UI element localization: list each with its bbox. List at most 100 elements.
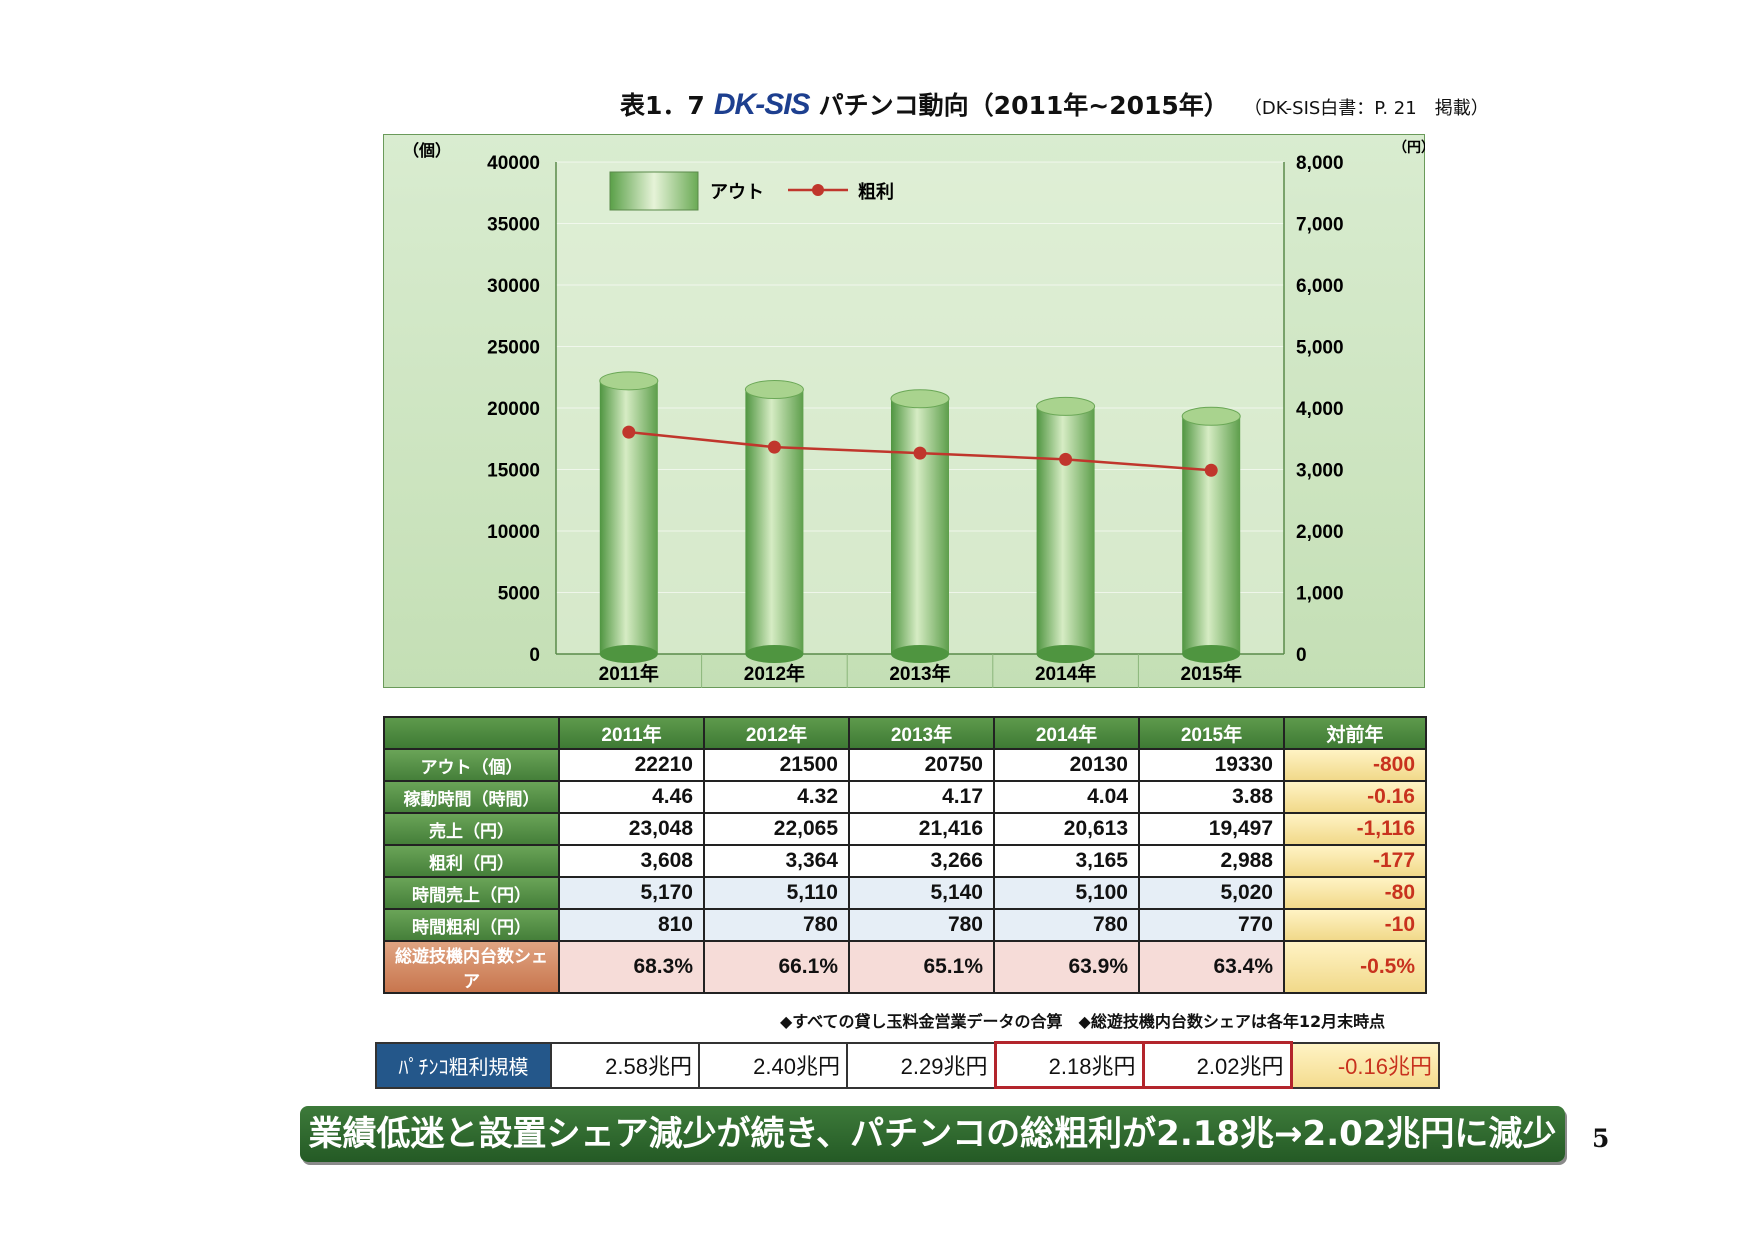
table-cell: 810: [558, 908, 705, 942]
x-tick-label: 2011年: [599, 662, 659, 685]
table-header: 2015年: [1138, 716, 1285, 750]
y-right-tick-label: 0: [1296, 645, 1307, 666]
y-left-tick-label: 20000: [487, 399, 540, 420]
y-right-tick-label: 7,000: [1296, 215, 1344, 236]
table-cell: 5,110: [703, 876, 850, 910]
bar-base: [891, 645, 949, 663]
table-footnote: ◆すべての貸し玉料金営業データの合算 ◆総遊技機内台数シェアは各年12月末時点: [780, 1012, 1386, 1031]
table-cell: 770: [1138, 908, 1285, 942]
summary-banner: 業績低迷と設置シェア減少が続き、パチンコの総粗利が2.18兆→2.02兆円に減少: [300, 1106, 1565, 1162]
table-row: 稼動時間（時間） 4.46 4.32 4.17 4.04 3.88 -0.16: [383, 780, 1427, 814]
scale-cell-highlighted: 2.18兆円: [993, 1041, 1145, 1089]
table-header: 2011年: [558, 716, 705, 750]
gross-profit-point: [622, 425, 636, 439]
table-cell: 63.4%: [1138, 940, 1285, 994]
table-cell: 22,065: [703, 812, 850, 846]
table-cell: 19330: [1138, 748, 1285, 782]
scale-cell: 2.58兆円: [550, 1041, 700, 1089]
y-right-tick-label: 1,000: [1296, 584, 1344, 605]
y-left-tick-label: 40000: [487, 153, 540, 174]
y-left-unit: （個）: [403, 141, 451, 160]
gross-profit-point: [1204, 463, 1218, 477]
table-cell: 20,613: [993, 812, 1140, 846]
table-row: 時間売上（円） 5,170 5,110 5,140 5,100 5,020 -8…: [383, 876, 1427, 910]
scale-cell: 2.40兆円: [698, 1041, 848, 1089]
table-row: アウト（個） 22210 21500 20750 20130 19330 -80…: [383, 748, 1427, 782]
bar-base: [1182, 645, 1241, 663]
row-label: アウト（個）: [383, 748, 560, 782]
bar-top: [890, 389, 950, 409]
y-left-tick-label: 15000: [487, 461, 540, 482]
bar-base: [599, 645, 658, 663]
yoy-cell: -80: [1283, 876, 1427, 910]
table-cell: 5,020: [1138, 876, 1285, 910]
table-header-row: 2011年 2012年 2013年 2014年 2015年 対前年: [383, 716, 1427, 750]
x-tick-label: 2012年: [744, 662, 805, 685]
bar-top: [1181, 406, 1241, 426]
yoy-cell: -1,116: [1283, 812, 1427, 846]
legend-bar-swatch: [609, 171, 699, 211]
bar-body: [891, 398, 949, 654]
table-cell: 20130: [993, 748, 1140, 782]
yoy-cell: -0.5%: [1283, 940, 1427, 994]
row-label: 粗利（円）: [383, 844, 560, 878]
table-header-yoy: 対前年: [1283, 716, 1427, 750]
scale-cell: 2.29兆円: [846, 1041, 996, 1089]
scale-row: ﾊﾟﾁﾝｺ粗利規模 2.58兆円 2.40兆円 2.29兆円 2.18兆円 2.…: [375, 1041, 1440, 1089]
table-cell: 3.88: [1138, 780, 1285, 814]
table-cell: 3,165: [993, 844, 1140, 878]
y-left-tick-label: 5000: [498, 584, 540, 605]
y-right-tick-label: 8,000: [1296, 153, 1344, 174]
data-table: 2011年 2012年 2013年 2014年 2015年 対前年 アウト（個）…: [383, 716, 1427, 994]
table-cell: 21500: [703, 748, 850, 782]
scale-label: ﾊﾟﾁﾝｺ粗利規模: [375, 1041, 552, 1089]
table-row: 総遊技機内台数シェア 68.3% 66.1% 65.1% 63.9% 63.4%…: [383, 940, 1427, 994]
chart-title-row: 表1．7 DK-SIS パチンコ動向（2011年~2015年） （DK-SIS白…: [620, 86, 1489, 122]
yoy-cell: -800: [1283, 748, 1427, 782]
table-cell: 4.04: [993, 780, 1140, 814]
y-left-tick-label: 25000: [487, 338, 540, 359]
bar: [1036, 396, 1096, 663]
table-cell: 3,608: [558, 844, 705, 878]
scale-cell-highlighted: 2.02兆円: [1141, 1041, 1293, 1089]
scale-table: ﾊﾟﾁﾝｺ粗利規模 2.58兆円 2.40兆円 2.29兆円 2.18兆円 2.…: [375, 1041, 1440, 1089]
table-cell: 780: [848, 908, 995, 942]
y-left-tick-label: 35000: [487, 215, 540, 236]
table-cell: 5,100: [993, 876, 1140, 910]
table-row: 時間粗利（円） 810 780 780 780 770 -10: [383, 908, 1427, 942]
gross-profit-point: [1059, 452, 1073, 466]
x-tick-label: 2013年: [889, 662, 950, 685]
row-label: 売上（円）: [383, 812, 560, 846]
source-note: （DK-SIS白書：P. 21 掲載）: [1243, 98, 1489, 119]
gross-profit-point: [913, 446, 927, 460]
table-cell: 65.1%: [848, 940, 995, 994]
chart-title: パチンコ動向（2011年~2015年）: [818, 91, 1229, 120]
table-header: 2012年: [703, 716, 850, 750]
bar: [890, 389, 950, 663]
bar-top: [1036, 396, 1096, 416]
table-cell: 21,416: [848, 812, 995, 846]
yoy-cell: -10: [1283, 908, 1427, 942]
dk-sis-logo: DK-SIS: [713, 88, 811, 121]
y-right-tick-label: 6,000: [1296, 276, 1344, 297]
bar-top: [599, 371, 659, 391]
table-cell: 780: [703, 908, 850, 942]
table-row: 売上（円） 23,048 22,065 21,416 20,613 19,497…: [383, 812, 1427, 846]
bar-body: [1036, 406, 1095, 654]
legend-label-bar: アウト: [710, 182, 764, 203]
page-number: 5: [1592, 1124, 1610, 1153]
yoy-cell: -177: [1283, 844, 1427, 878]
bar-body: [599, 380, 658, 654]
table-cell: 4.17: [848, 780, 995, 814]
row-label: 時間粗利（円）: [383, 908, 560, 942]
table-cell: 20750: [848, 748, 995, 782]
bar: [1181, 406, 1241, 663]
table-cell: 5,140: [848, 876, 995, 910]
table-cell: 3,364: [703, 844, 850, 878]
bar-body: [745, 389, 804, 654]
table-cell: 63.9%: [993, 940, 1140, 994]
table-cell: 4.46: [558, 780, 705, 814]
y-right-tick-label: 4,000: [1296, 399, 1344, 420]
y-right-tick-label: 3,000: [1296, 461, 1344, 482]
table-cell: 780: [993, 908, 1140, 942]
